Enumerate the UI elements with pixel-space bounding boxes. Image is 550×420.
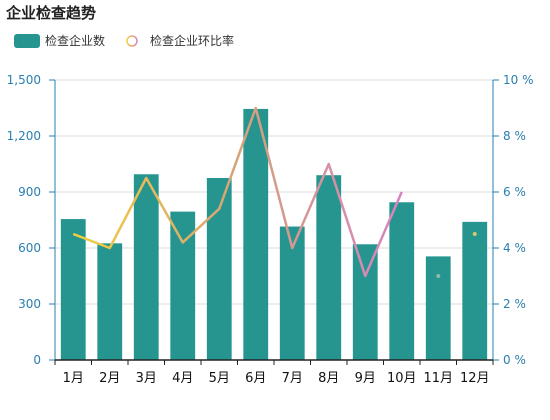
x-tick-label: 8月 xyxy=(318,371,339,386)
legend-line-label: 检查企业环比率 xyxy=(150,34,235,48)
bar xyxy=(389,202,415,360)
bar xyxy=(133,174,159,360)
bar xyxy=(316,175,342,360)
ratio-point xyxy=(472,232,477,236)
y-right-tick-label: 2 % xyxy=(503,297,526,311)
x-tick-label: 2月 xyxy=(99,371,120,386)
x-tick-label: 9月 xyxy=(355,371,376,386)
legend: 检查企业数 检查企业环比率 xyxy=(14,32,248,49)
x-tick-label: 10月 xyxy=(387,371,417,386)
y-right-tick-label: 8 % xyxy=(503,129,526,143)
y-left-tick-label: 1,200 xyxy=(7,129,41,143)
y-left-tick-label: 900 xyxy=(18,185,41,199)
legend-bar-swatch-icon xyxy=(14,33,40,48)
ratio-line xyxy=(72,106,403,278)
x-tick-label: 3月 xyxy=(136,371,157,386)
legend-item-bar[interactable]: 检查企业数 xyxy=(14,32,105,49)
legend-item-line[interactable]: 检查企业环比率 xyxy=(119,32,234,49)
bar xyxy=(352,244,378,360)
bar xyxy=(243,108,269,360)
x-tick-label: 11月 xyxy=(423,371,453,386)
legend-bar-label: 检查企业数 xyxy=(45,34,106,48)
y-left-tick-label: 1,500 xyxy=(7,73,41,87)
bar xyxy=(97,243,123,360)
x-tick-label: 1月 xyxy=(63,371,84,386)
bar xyxy=(60,219,86,360)
ratio-point xyxy=(436,274,441,278)
x-tick-label: 6月 xyxy=(245,371,266,386)
y-right-tick-label: 4 % xyxy=(503,241,526,255)
legend-line-swatch-icon xyxy=(119,34,146,47)
bar xyxy=(462,221,488,360)
y-left-tick-label: 0 xyxy=(33,353,41,367)
x-tick-label: 12月 xyxy=(460,371,490,386)
bar xyxy=(425,256,451,360)
y-right-tick-label: 0 % xyxy=(503,353,526,367)
y-left-tick-label: 300 xyxy=(18,297,41,311)
x-tick-label: 4月 xyxy=(172,371,193,386)
chart-title: 企业检查趋势 xyxy=(6,4,97,22)
x-tick-label: 5月 xyxy=(209,371,230,386)
y-right-tick-label: 6 % xyxy=(503,185,526,199)
y-right-tick-label: 10 % xyxy=(503,73,534,87)
x-tick-label: 7月 xyxy=(282,371,303,386)
y-left-tick-label: 600 xyxy=(18,241,41,255)
